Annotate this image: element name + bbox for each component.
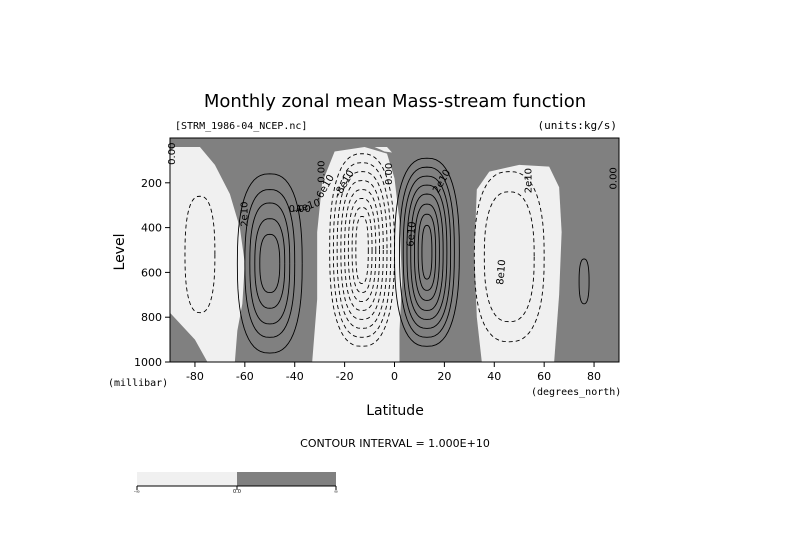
y-tick-label: 1000 [134, 356, 162, 369]
contour-line [578, 258, 590, 305]
y-axis-label: Level [112, 234, 128, 271]
colorbar-label-max: ∞ [334, 489, 338, 495]
contour-line [329, 153, 395, 347]
contour-line [184, 195, 216, 314]
contour-label: 2e10 [239, 202, 250, 227]
units-label: (units:kg/s) [538, 119, 617, 132]
contour-line [414, 203, 440, 301]
y-tick-label: 200 [141, 177, 162, 190]
x-tick-label: -20 [336, 370, 354, 383]
contour-line [410, 193, 444, 311]
x-axis-label: Latitude [366, 403, 424, 419]
negative-region [474, 164, 562, 362]
negative-region [170, 146, 245, 362]
x-axis: -80 -60 -40 -20 0 20 40 60 80 [186, 362, 601, 383]
y-axis: 200 400 600 800 1000 [134, 177, 170, 369]
y-tick-label: 800 [141, 311, 162, 324]
colorbar-positive [237, 472, 336, 486]
contour-line [406, 184, 448, 320]
contour-line [355, 215, 369, 285]
contour-line [394, 157, 460, 347]
contour-line [483, 191, 535, 323]
y-tick-label: 600 [141, 266, 162, 279]
y-tick-label: 400 [141, 222, 162, 235]
contour-interval: CONTOUR INTERVAL = 1.000E+10 [300, 437, 490, 450]
contour-line [344, 189, 380, 311]
file-label: [STRM_1986-04_NCEP.nc] [175, 121, 307, 132]
contour-label: 0.00 [609, 167, 620, 189]
contour-line [259, 233, 281, 294]
contour-line [402, 175, 452, 329]
contour-line [399, 166, 455, 338]
x-tick-label: 80 [587, 370, 601, 383]
contour-line [351, 206, 373, 294]
x-axis-units: (degrees_north) [531, 387, 621, 398]
x-tick-label: 60 [537, 370, 551, 383]
contour-line [236, 173, 303, 354]
contour-line [249, 202, 291, 325]
contour-label: 8e10 [495, 259, 508, 285]
contour-line [244, 189, 296, 338]
contour-lines [184, 153, 590, 354]
chart-title: Monthly zonal mean Mass-stream function [204, 91, 586, 112]
contour-label: 0.00 [167, 143, 178, 165]
contour-line [254, 218, 286, 309]
contour-line [421, 224, 433, 280]
contour-label: 0.00 [289, 204, 311, 215]
colorbar-label-zero: 0.0 [233, 489, 241, 495]
contour-label: 6e10 [405, 221, 418, 247]
x-tick-label: 40 [487, 370, 501, 383]
contour-line [417, 213, 437, 291]
x-tick-label: -80 [186, 370, 204, 383]
contour-label: 2e10 [524, 168, 535, 193]
x-tick-label: -60 [236, 370, 254, 383]
colorbar: -∞ 0.0 ∞ [134, 472, 338, 495]
contour-line [336, 171, 388, 329]
colorbar-negative [137, 472, 237, 486]
contour-line [332, 162, 392, 338]
negative-region [312, 146, 402, 362]
x-tick-label: 20 [437, 370, 451, 383]
contour-line [473, 171, 545, 343]
contour-line [347, 198, 377, 302]
negative-shading [170, 146, 562, 362]
contour-line [340, 180, 384, 320]
contour-label: 0.00 [317, 160, 328, 182]
colorbar-label-min: -∞ [134, 489, 140, 495]
x-tick-label: 0 [391, 370, 398, 383]
x-tick-label: -40 [286, 370, 304, 383]
negative-region [374, 146, 393, 153]
y-axis-units: (millibar) [108, 378, 168, 389]
contour-label: 0.00 [384, 163, 395, 185]
